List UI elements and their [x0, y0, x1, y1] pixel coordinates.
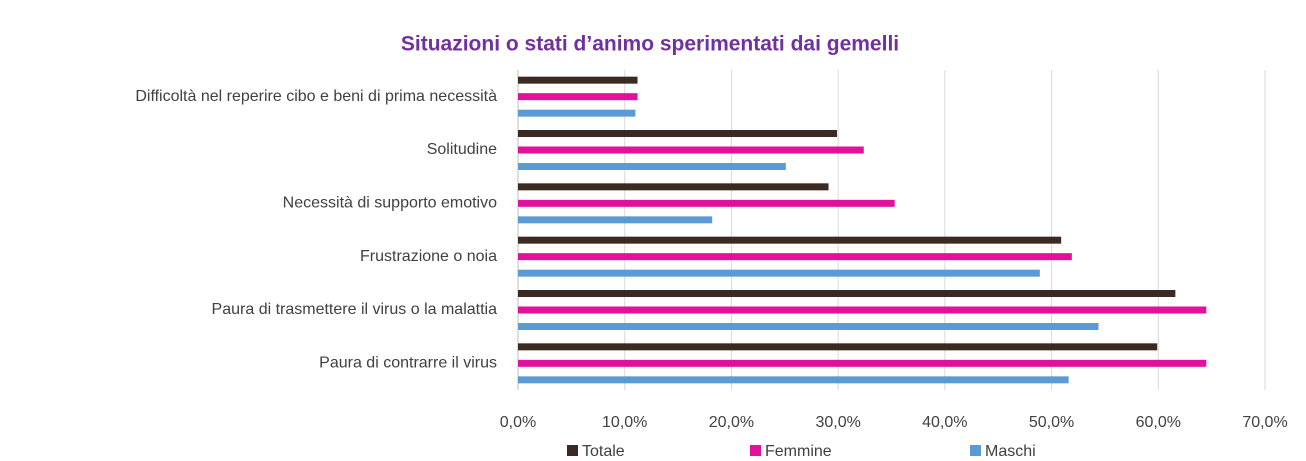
bar: [518, 146, 864, 154]
y-tick-label: Necessità di supporto emotivo: [283, 195, 497, 212]
y-tick-label: Frustrazione o noia: [360, 248, 497, 265]
chart-title: Situazioni o stati d’animo sperimentati …: [401, 33, 899, 56]
bar: [518, 290, 1176, 297]
x-tick-label: 0,0%: [500, 414, 536, 431]
bar: [518, 130, 838, 137]
legend-swatch: [750, 445, 761, 456]
legend-label: Totale: [582, 443, 625, 460]
x-tick-label: 20,0%: [709, 414, 754, 431]
x-tick-label: 60,0%: [1136, 414, 1181, 431]
x-tick-label: 30,0%: [815, 414, 860, 431]
bar: [518, 376, 1069, 384]
bar: [518, 269, 1040, 277]
bar: [518, 236, 1062, 244]
x-tick-label: 10,0%: [602, 414, 647, 431]
legend-label: Maschi: [985, 443, 1036, 460]
bar: [518, 253, 1072, 261]
bar: [518, 306, 1207, 314]
bar: [518, 359, 1207, 367]
bar: [518, 109, 636, 117]
y-tick-label: Solitudine: [427, 141, 497, 158]
bar: [518, 343, 1158, 351]
legend-label: Femmine: [765, 443, 832, 460]
y-tick-label: Paura di trasmettere il virus o la malat…: [212, 301, 498, 318]
bar: [518, 93, 638, 101]
x-tick-label: 40,0%: [922, 414, 967, 431]
bar: [518, 199, 895, 207]
bar: [518, 76, 638, 84]
bar: [518, 323, 1099, 330]
x-tick-label: 50,0%: [1029, 414, 1074, 431]
y-tick-label: Difficoltà nel reperire cibo e beni di p…: [135, 88, 497, 105]
x-tick-label: 70,0%: [1242, 414, 1287, 431]
legend-swatch: [567, 445, 578, 456]
bar: [518, 216, 713, 224]
y-tick-label: Paura di contrarre il virus: [319, 355, 497, 372]
legend-swatch: [970, 445, 981, 456]
bar: [518, 163, 786, 170]
bar: [518, 183, 829, 191]
